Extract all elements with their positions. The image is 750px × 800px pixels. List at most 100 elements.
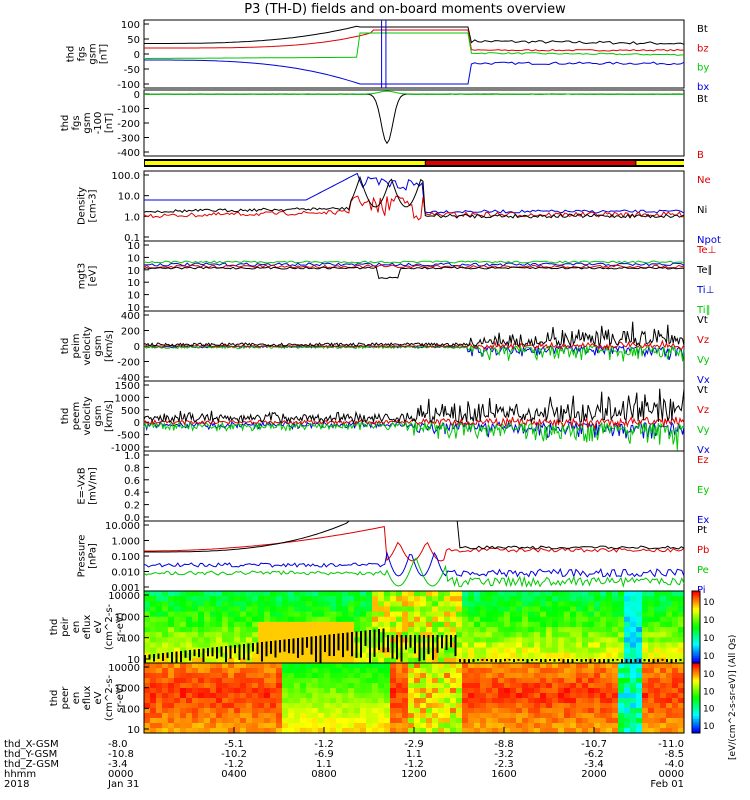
spectrogram-cell (504, 642, 511, 649)
spectrogram-cell (300, 688, 307, 694)
spectrogram-cell (522, 728, 529, 734)
spectrogram-cell (144, 678, 151, 684)
spectrogram-cell (522, 703, 529, 709)
spectrogram-cell (234, 683, 241, 689)
spectrogram-cell (540, 693, 547, 699)
spectrogram-cell (366, 693, 373, 699)
spectrogram-cell (252, 678, 259, 684)
spectrogram-cell (168, 591, 175, 597)
spectrogram-cell (420, 708, 427, 714)
spectrogram-cell (348, 657, 355, 664)
colorbar-segment (692, 700, 700, 704)
spectrogram-cell (432, 591, 439, 597)
colorbar-segment (692, 643, 700, 647)
spectrogram-cell (336, 698, 343, 704)
spectrogram-cell (324, 606, 331, 613)
spectrogram-cell (510, 668, 517, 674)
spectrogram-cell (210, 678, 217, 684)
spectrogram-cell (294, 606, 301, 613)
spectrogram-cell (360, 627, 367, 633)
spectrogram-cell (210, 703, 217, 709)
spectrogram-cell (445, 635, 448, 650)
y-tick-label: 1000 (115, 393, 140, 404)
spectrogram-cell (516, 652, 523, 659)
spectrogram-cell (642, 718, 649, 724)
y-axis-label: en (71, 621, 82, 634)
spectrogram-cell (192, 601, 199, 608)
spectrogram-cell (265, 641, 268, 657)
spectrogram-cell (558, 708, 565, 714)
spectrogram-cell (288, 663, 295, 669)
spectrogram-cell (480, 688, 487, 694)
spectrogram-cell (480, 693, 487, 699)
spectrogram-cell (282, 621, 289, 628)
spectrogram-cell (312, 678, 319, 684)
spectrogram-cell (634, 659, 637, 663)
spectrogram-cell (540, 728, 547, 734)
spectrogram-cell (450, 596, 457, 602)
spectrogram-cell (342, 596, 349, 602)
series-vy (143, 344, 685, 362)
spectrogram-cell (189, 650, 191, 661)
spectrogram-cell (228, 708, 235, 714)
spectrogram-cell (624, 663, 631, 669)
spectrogram-cell (246, 632, 253, 638)
spectrogram-cell (438, 591, 445, 597)
spectrogram-cell (648, 611, 655, 618)
spectrogram-cell (402, 673, 409, 679)
spectrogram-cell (528, 668, 535, 674)
spectrogram-cell (510, 591, 517, 597)
spectrogram-cell (666, 606, 673, 613)
spectrogram-cell (186, 591, 193, 597)
spectrogram-cell (492, 601, 499, 608)
spectrogram-cell (522, 601, 529, 608)
spectrogram-cell (564, 637, 571, 644)
spectrogram-cell (444, 718, 451, 724)
colorbar-segment (692, 619, 700, 623)
spectrogram-cell (480, 647, 487, 654)
spectrogram-cell (180, 621, 187, 628)
spectrogram-cell (504, 616, 511, 623)
spectrogram-cell (486, 642, 493, 649)
spectrogram-cell (636, 637, 643, 644)
spectrogram-cell (282, 713, 289, 719)
spectrogram-cell (540, 627, 547, 633)
spectrogram-cell (402, 627, 409, 633)
spectrogram-cell (546, 637, 553, 644)
spectrogram-cell (240, 627, 247, 633)
spectrogram-cell (678, 708, 685, 714)
spectrogram-cell (288, 693, 295, 699)
spectrogram-cell (174, 621, 181, 628)
spectrogram-cell (276, 713, 283, 719)
spectrogram-cell (246, 723, 253, 729)
spectrogram-cell (294, 621, 301, 628)
y-axis-label: thd (49, 690, 60, 707)
spectrogram-cell (186, 611, 193, 618)
spectrogram-cell (546, 668, 553, 674)
spectrogram-cell (288, 728, 295, 734)
spectrogram-cell (150, 703, 157, 709)
spectrogram-cell (630, 642, 637, 649)
spectrogram-cell (366, 673, 373, 679)
spectrogram-cell (576, 668, 583, 674)
spectrogram-cell (192, 688, 199, 694)
footer-value: -3.2 (494, 749, 514, 760)
footer-value: -1.2 (314, 739, 334, 750)
spectrogram-cell (402, 693, 409, 699)
spectrogram-cell (276, 616, 283, 623)
spectrogram-cell (162, 723, 169, 729)
series-vt (143, 321, 685, 348)
colorbar-segment (692, 698, 700, 701)
spectrogram-cell (468, 663, 475, 669)
spectrogram-cell (366, 703, 373, 709)
y-axis-label: en (71, 692, 82, 705)
spectrogram-cell (360, 728, 367, 734)
spectrogram-cell (480, 708, 487, 714)
spectrogram-cell (480, 652, 487, 659)
spectrogram-cell (498, 668, 505, 674)
spectrogram-cell (504, 601, 511, 608)
spectrogram-cell (186, 657, 193, 664)
spectrogram-cell (546, 647, 553, 654)
spectrogram-cell (534, 591, 541, 597)
